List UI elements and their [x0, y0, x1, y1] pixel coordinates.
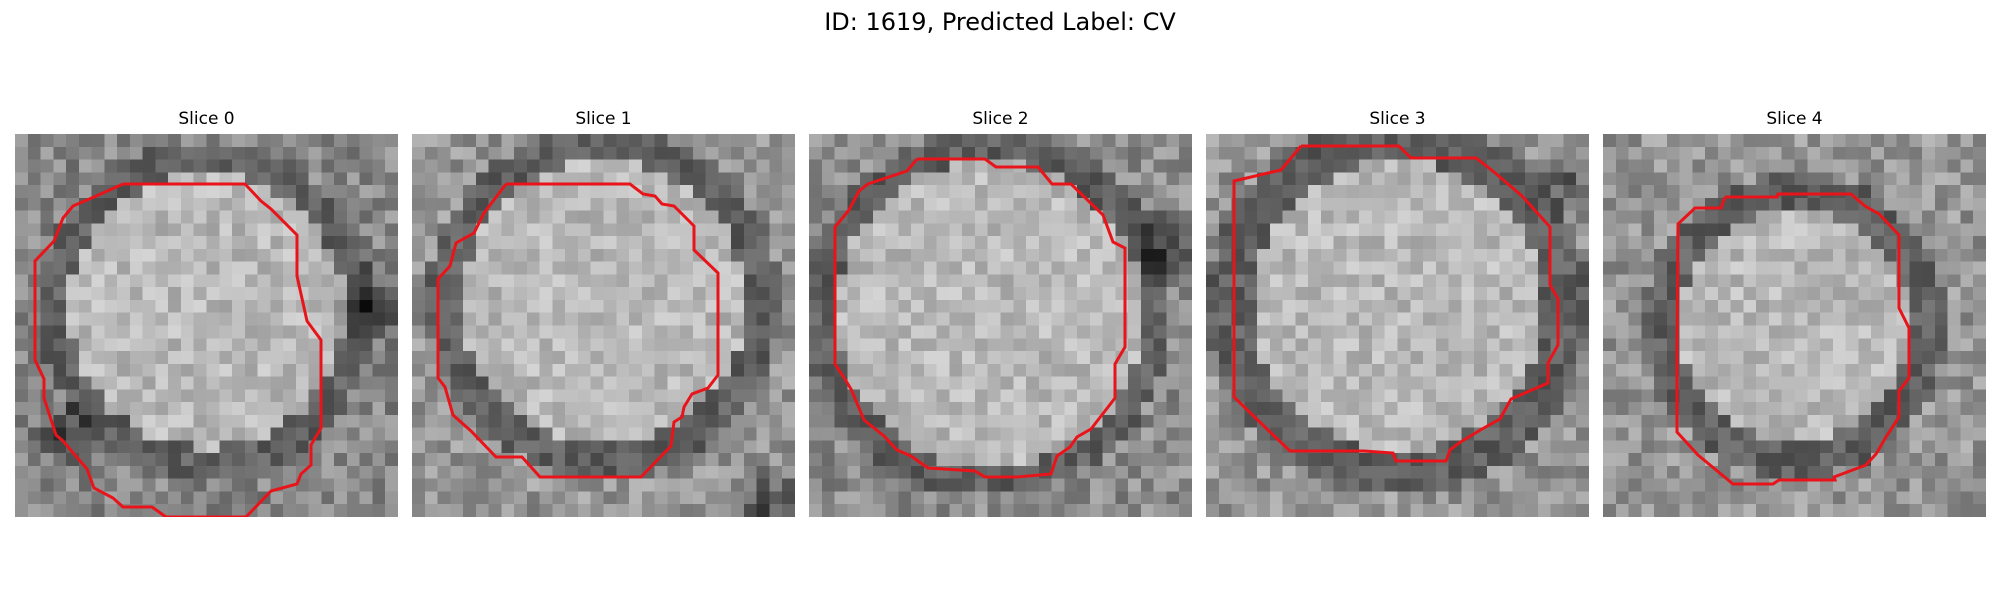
slice-title: Slice 2 — [972, 109, 1029, 129]
slice-title: Slice 3 — [1369, 109, 1426, 129]
slice-image-1 — [412, 134, 795, 517]
slice-panel-0: Slice 0 — [15, 108, 398, 517]
figure-title: ID: 1619, Predicted Label: CV — [824, 8, 1176, 36]
segmentation-contour — [833, 157, 1127, 479]
slice-image-2 — [809, 134, 1192, 517]
slice-texture — [15, 134, 398, 517]
slice-contour-svg — [436, 182, 720, 479]
slice-title: Slice 0 — [178, 109, 235, 129]
slice-panel-3: Slice 3 — [1206, 108, 1589, 517]
slice-texture — [412, 134, 795, 517]
slice-texture — [809, 134, 1192, 517]
segmentation-contour — [1675, 192, 1911, 486]
slice-title: Slice 4 — [1766, 109, 1823, 129]
segmentation-contour — [436, 182, 720, 479]
slice-contour-svg — [33, 182, 323, 517]
slice-title: Slice 1 — [575, 109, 632, 129]
segmentation-contour — [1232, 144, 1560, 463]
slice-contour-svg — [833, 157, 1127, 479]
slice-image-0 — [15, 134, 398, 517]
slice-contour-svg — [1675, 192, 1911, 486]
slice-image-3 — [1206, 134, 1589, 517]
slice-texture — [1603, 134, 1986, 517]
slice-image-4 — [1603, 134, 1986, 517]
slice-panel-2: Slice 2 — [809, 108, 1192, 517]
segmentation-contour — [33, 182, 323, 517]
slice-panel-1: Slice 1 — [412, 108, 795, 517]
slice-contour-svg — [1232, 144, 1560, 463]
slice-panel-4: Slice 4 — [1603, 108, 1986, 517]
